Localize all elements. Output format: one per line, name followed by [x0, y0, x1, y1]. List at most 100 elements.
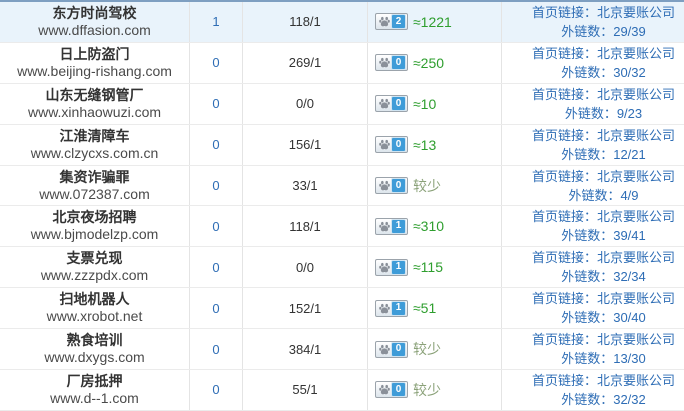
homepage-rank-cell: 0: [190, 288, 243, 329]
link-info-cell: 首页链接：北京要账公司 外链数：13/30: [502, 329, 684, 369]
site-name: 扫地机器人: [59, 291, 130, 308]
baidu-weight-value: 1: [391, 300, 406, 316]
link-info-cell: 首页链接：北京要账公司 外链数：29/39: [502, 2, 684, 42]
outlink-count-text: 外链数：9/23: [564, 105, 643, 121]
homepage-rank-value: 0: [212, 96, 220, 112]
homepage-rank-value: 0: [212, 341, 220, 357]
homepage-rank-value: 1: [212, 14, 220, 30]
baidu-flow-value: ≈10: [413, 95, 437, 112]
baidu-paw-icon: [378, 139, 391, 150]
outlink-count-text: 外链数：30/32: [561, 64, 646, 80]
site-cell: 东方时尚驾校 www.dffasion.com: [0, 2, 190, 42]
table-row[interactable]: 熟食培训 www.dxygs.com 0 384/1 0: [0, 329, 684, 371]
index-ratio-cell: 118/1: [243, 2, 368, 42]
home-link-text[interactable]: 首页链接：北京要账公司: [531, 372, 675, 388]
index-ratio-cell: 33/1: [243, 165, 368, 206]
site-name: 东方时尚驾校: [52, 4, 137, 21]
baidu-weight-cell: 1 ≈51: [368, 288, 502, 329]
home-link-text[interactable]: 首页链接：北京要账公司: [531, 332, 675, 348]
baidu-weight-value: 0: [391, 137, 406, 153]
baidu-flow-value: 较少: [413, 341, 441, 358]
baidu-weight-cell: 0 ≈13: [368, 124, 502, 165]
homepage-rank-cell: 0: [190, 42, 243, 83]
baidu-weight-value: 2: [391, 14, 406, 30]
site-url[interactable]: www.d--1.com: [50, 389, 139, 406]
site-url[interactable]: www.clzycxs.com.cn: [30, 144, 159, 161]
table-row[interactable]: 江淮清障车 www.clzycxs.com.cn 0 156/1: [0, 124, 684, 166]
homepage-rank-value: 0: [212, 55, 220, 71]
homepage-rank-value: 0: [212, 300, 220, 316]
index-ratio-value: 118/1: [289, 14, 321, 30]
homepage-rank-value: 0: [212, 259, 220, 275]
link-info-cell: 首页链接：北京要账公司 外链数：12/21: [502, 125, 684, 165]
site-url[interactable]: www.dffasion.com: [38, 21, 151, 38]
baidu-weight-cell: 1 ≈310: [368, 206, 502, 247]
homepage-rank-cell: 0: [190, 124, 243, 165]
site-url[interactable]: www.beijing-rishang.com: [17, 62, 172, 79]
baidu-weight-badge: 1: [375, 258, 408, 276]
baidu-paw-icon: [378, 221, 391, 232]
baidu-weight-value: 0: [391, 382, 406, 398]
baidu-weight-cell: 1 ≈115: [368, 247, 502, 288]
home-link-text[interactable]: 首页链接：北京要账公司: [531, 45, 675, 61]
homepage-rank-value: 0: [212, 218, 220, 234]
index-ratio-cell: 0/0: [243, 247, 368, 288]
table-row[interactable]: 厂房抵押 www.d--1.com 0 55/1 0: [0, 370, 684, 411]
index-ratio-cell: 0/0: [243, 83, 368, 124]
index-ratio-value: 269/1: [288, 55, 322, 71]
site-url[interactable]: www.xrobot.net: [46, 308, 143, 325]
baidu-weight-value: 0: [391, 341, 406, 357]
baidu-paw-icon: [378, 180, 391, 191]
index-ratio-value: 156/1: [288, 137, 322, 153]
baidu-weight-value: 0: [391, 96, 406, 112]
site-url[interactable]: www.072387.com: [39, 185, 150, 202]
index-ratio-cell: 55/1: [243, 370, 368, 410]
outlink-count-text: 外链数：30/40: [561, 310, 646, 326]
index-ratio-value: 152/1: [288, 300, 322, 316]
site-name: 集资诈骗罪: [59, 168, 130, 185]
outlink-count-text: 外链数：12/21: [561, 146, 646, 162]
link-info-cell: 首页链接：北京要账公司 外链数：30/40: [502, 288, 684, 328]
index-ratio-value: 118/1: [289, 218, 321, 234]
home-link-text[interactable]: 首页链接：北京要账公司: [531, 209, 675, 225]
home-link-text[interactable]: 首页链接：北京要账公司: [531, 4, 675, 20]
home-link-text[interactable]: 首页链接：北京要账公司: [531, 291, 675, 307]
home-link-text[interactable]: 首页链接：北京要账公司: [531, 127, 675, 143]
baidu-weight-badge: 2: [375, 13, 408, 31]
site-cell: 熟食培训 www.dxygs.com: [0, 329, 190, 370]
table-row[interactable]: 山东无缝钢管厂 www.xinhaowuzi.com 0 0/0: [0, 83, 684, 125]
site-url[interactable]: www.dxygs.com: [44, 349, 145, 366]
home-link-text[interactable]: 首页链接：北京要账公司: [531, 86, 675, 102]
table-row[interactable]: 扫地机器人 www.xrobot.net 0 152/1 1: [0, 288, 684, 330]
link-info-cell: 首页链接：北京要账公司 外链数：4/9: [502, 166, 684, 206]
baidu-weight-badge: 0: [375, 177, 408, 194]
homepage-rank-cell: 0: [190, 83, 243, 124]
homepage-rank-cell: 1: [190, 2, 243, 42]
homepage-rank-value: 0: [212, 137, 220, 153]
site-name: 日上防盗门: [59, 45, 130, 62]
outlink-count-text: 外链数：32/32: [561, 391, 646, 407]
baidu-weight-cell: 2 ≈1221: [368, 2, 502, 42]
baidu-flow-value: ≈13: [413, 136, 437, 153]
outlink-count-text: 外链数：13/30: [561, 351, 646, 367]
site-url[interactable]: www.zzzpdx.com: [40, 267, 149, 284]
index-ratio-cell: 384/1: [243, 329, 368, 370]
site-url[interactable]: www.bjmodelzp.com: [30, 226, 159, 243]
link-info-cell: 首页链接：北京要账公司 外链数：30/32: [502, 43, 684, 83]
site-cell: 山东无缝钢管厂 www.xinhaowuzi.com: [0, 83, 190, 124]
home-link-text[interactable]: 首页链接：北京要账公司: [531, 168, 675, 184]
baidu-paw-icon: [378, 57, 391, 68]
index-ratio-value: 55/1: [292, 382, 318, 398]
outlink-count-text: 外链数：4/9: [568, 187, 639, 203]
table-row[interactable]: 北京夜场招聘 www.bjmodelzp.com 0 118/1: [0, 206, 684, 248]
site-url[interactable]: www.xinhaowuzi.com: [27, 103, 162, 120]
link-info-cell: 首页链接：北京要账公司 外链数：32/32: [502, 370, 684, 410]
table-row[interactable]: 日上防盗门 www.beijing-rishang.com 0 269/1: [0, 42, 684, 84]
table-row[interactable]: 东方时尚驾校 www.dffasion.com 1 118/1: [0, 2, 684, 43]
index-ratio-value: 0/0: [295, 259, 315, 275]
baidu-flow-value: ≈115: [413, 259, 444, 276]
table-row[interactable]: 集资诈骗罪 www.072387.com 0 33/1 0: [0, 165, 684, 207]
table-row[interactable]: 支票兑现 www.zzzpdx.com 0 0/0 1: [0, 247, 684, 289]
home-link-text[interactable]: 首页链接：北京要账公司: [531, 250, 675, 266]
